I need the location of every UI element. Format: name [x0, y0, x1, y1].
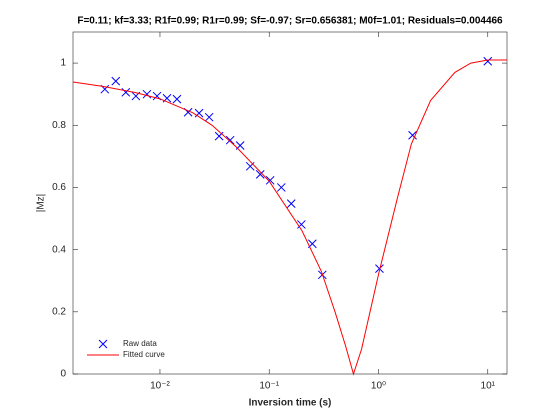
data-point: [375, 264, 384, 273]
x-tick-label: 10⁻²: [150, 381, 170, 392]
legend-label: Raw data: [123, 339, 157, 348]
data-point: [172, 94, 182, 104]
data-point: [297, 220, 306, 229]
x-tick-label: 10¹: [481, 381, 496, 392]
data-point: [204, 112, 214, 122]
data-point: [194, 108, 204, 118]
data-point: [483, 56, 493, 66]
y-axis-label: |Mz|: [36, 194, 47, 213]
data-point: [265, 175, 275, 185]
legend-marker: [98, 339, 108, 349]
data-point: [255, 170, 265, 179]
y-tick-label: 0.4: [52, 244, 66, 255]
y-tick-label: 0.8: [52, 120, 66, 131]
data-point: [111, 76, 121, 86]
fitted-line: [72, 59, 507, 376]
y-tick-label: 1: [60, 58, 66, 69]
data-point: [225, 135, 235, 145]
x-tick-label: 10⁰: [371, 381, 386, 392]
x-tick-label: 10⁻¹: [259, 381, 279, 392]
data-point: [121, 87, 131, 97]
legend-label: Fitted curve: [123, 350, 165, 359]
x-axis-label: Inversion time (s): [249, 398, 332, 409]
y-tick-label: 0.2: [52, 306, 66, 317]
y-tick-label: 0: [60, 369, 66, 380]
chart-title: F=0.11; kf=3.33; R1f=0.99; R1r=0.99; Sf=…: [77, 16, 503, 27]
data-point: [276, 183, 286, 192]
data-point: [142, 89, 152, 99]
data-point: [408, 130, 417, 140]
data-point: [286, 199, 296, 208]
y-tick-label: 0.6: [52, 182, 66, 193]
